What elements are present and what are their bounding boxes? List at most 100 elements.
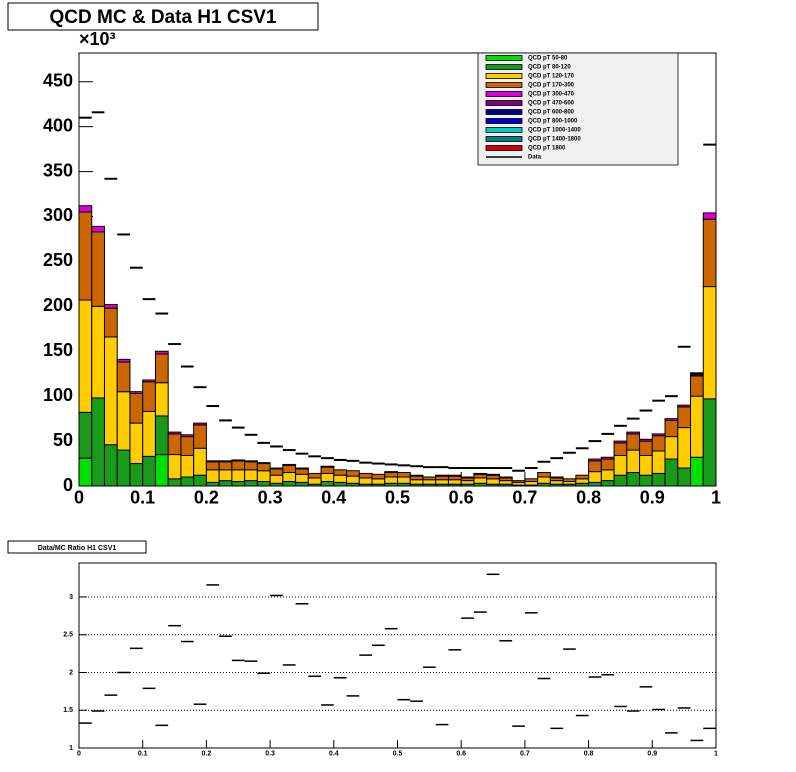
x-tick-label: 0.8 <box>576 487 601 507</box>
stack-segment <box>142 381 156 412</box>
stack-segment <box>346 470 360 477</box>
x-tick-label: 0.8 <box>584 750 594 757</box>
stack-segment <box>626 472 641 487</box>
stack-segment <box>307 472 322 479</box>
stack-segment <box>473 477 488 484</box>
stack-segment <box>333 474 348 483</box>
x-tick-label: 0.1 <box>130 487 155 507</box>
stack-segment <box>154 454 169 487</box>
stack-segment <box>103 304 118 309</box>
stack-segment <box>371 478 386 485</box>
stack-segment <box>524 481 539 486</box>
stack-segment <box>180 476 195 487</box>
stack-segment <box>639 474 653 487</box>
stack-segment <box>231 459 246 462</box>
stack-segment <box>460 480 475 485</box>
title-box <box>7 540 147 554</box>
stack-segment <box>269 468 284 476</box>
stack-segment <box>154 353 169 384</box>
stack-segment <box>549 480 564 485</box>
stack-segment <box>409 474 424 477</box>
stack-segment <box>91 225 105 233</box>
x-tick-label: 0.4 <box>321 487 346 507</box>
stack-segment <box>435 475 449 481</box>
stack-segment <box>422 476 437 481</box>
stack-segment <box>129 422 144 465</box>
stack-segment <box>690 395 704 458</box>
stack-segment <box>142 379 156 383</box>
stack-segment <box>244 460 258 463</box>
stack-segment <box>397 472 411 478</box>
stack-segment <box>702 398 717 487</box>
y-tick-label: 450 <box>43 70 73 90</box>
legend-label: QCD pT 170-300 <box>528 83 575 89</box>
legend-label: QCD pT 120-170 <box>528 74 575 80</box>
stack-segment <box>269 474 284 484</box>
legend-swatch <box>485 100 523 106</box>
stack-segment <box>588 458 602 462</box>
stack-segment <box>537 476 551 484</box>
stack-segment <box>205 481 220 487</box>
stack-segment <box>498 480 513 485</box>
stack-segment <box>600 480 615 487</box>
stack-segment <box>677 406 692 429</box>
y-tick-label: 100 <box>43 385 73 405</box>
x-tick-label: 0.3 <box>258 487 283 507</box>
stack-segment <box>677 404 692 408</box>
stack-segment <box>154 415 169 456</box>
x-tick-label: 0.9 <box>640 487 665 507</box>
stack-segment <box>600 469 615 482</box>
stack-segment <box>282 463 297 466</box>
stack-segment <box>651 472 666 487</box>
x-tick-label: 0.7 <box>520 750 530 757</box>
stack-segment <box>639 440 653 456</box>
x-tick-label: 0.5 <box>393 750 403 757</box>
stack-segment <box>511 480 526 483</box>
y-tick-label: 400 <box>43 115 73 135</box>
stack-segment <box>409 479 424 485</box>
stack-segment <box>116 358 131 363</box>
stack-segment <box>78 411 93 459</box>
stack-segment <box>486 473 500 476</box>
legend-label: QCD pT 50-80 <box>528 56 568 62</box>
stack-segment <box>384 476 399 484</box>
stack-segment <box>142 410 156 457</box>
stack-segment <box>486 478 500 485</box>
stack-segment <box>498 476 513 479</box>
stack-segment <box>588 460 602 473</box>
stack-segment <box>651 433 666 437</box>
stack-segment <box>651 435 666 452</box>
stack-segment <box>333 481 348 487</box>
legend-label: Data <box>528 155 542 161</box>
plot-frame <box>78 562 717 749</box>
x-tick-label: 0.6 <box>456 750 466 757</box>
stack-segment <box>180 436 195 456</box>
legend-label: QCD pT 1400-1800 <box>528 137 581 143</box>
stack-segment <box>231 469 246 483</box>
x-tick-label: 0 <box>77 750 81 757</box>
stack-segment <box>103 307 118 338</box>
stack-segment <box>167 478 182 487</box>
stack-segment <box>295 467 309 470</box>
legend-swatch <box>485 91 523 97</box>
legend-swatch <box>485 118 523 124</box>
stack-segment <box>358 472 373 479</box>
stack-segment <box>435 474 449 477</box>
x-tick-label: 0.5 <box>385 487 410 507</box>
stack-segment <box>333 469 348 476</box>
stack-segment <box>129 463 144 487</box>
stack-segment <box>116 361 131 393</box>
stack-segment <box>677 467 692 487</box>
stack-segment <box>154 350 169 355</box>
stack-segment <box>588 481 602 487</box>
stack-segment <box>524 478 539 483</box>
stack-segment <box>231 460 246 471</box>
stack-segment <box>664 458 679 487</box>
stack-segment <box>78 205 93 213</box>
stack-segment <box>702 212 717 220</box>
y-tick-label: 350 <box>43 160 73 180</box>
legend-swatch <box>485 145 523 151</box>
stack-segment <box>384 471 399 474</box>
legend-swatch <box>485 127 523 133</box>
